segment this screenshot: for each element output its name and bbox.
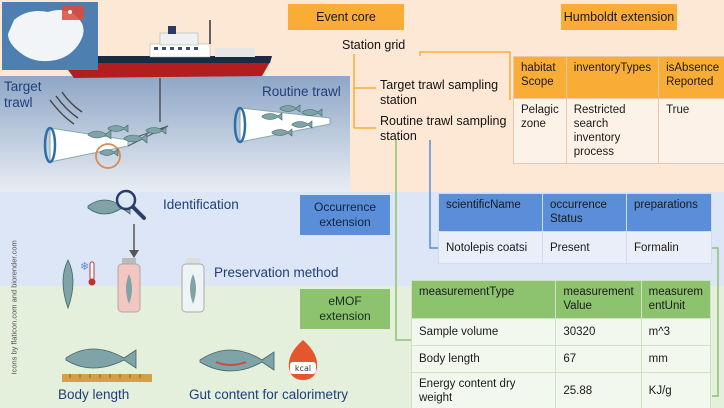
emof-cell: 30320 <box>555 318 642 346</box>
body-length-label: Body length <box>58 387 130 402</box>
gut-content-fish-icon <box>199 349 275 372</box>
routine-station-label: Routine trawl sampling station <box>380 114 507 143</box>
kcal-text: kcal <box>295 364 311 373</box>
occurrence-header-cell: preparations <box>626 193 712 232</box>
target-station-label: Target trawl sampling station <box>380 78 499 107</box>
trawl-scene <box>0 2 350 192</box>
humboldt-header-cell: isAbsence Reported <box>658 56 724 99</box>
fish-school-icon <box>87 104 323 157</box>
arrow-down-icon <box>129 224 139 258</box>
preservation-label: Preservation method <box>214 265 339 280</box>
humboldt-cell: Pelagic zone <box>513 98 567 164</box>
body-length-fish-icon <box>62 348 152 382</box>
humboldt-extension-tag: Humboldt extension <box>561 4 677 30</box>
identification-magnifier-icon <box>87 189 146 220</box>
occurrence-table: scientificName occurrence Status prepara… <box>438 193 712 264</box>
emof-cell: Sample volume <box>410 318 557 346</box>
emof-header-cell: measurementType <box>410 280 557 319</box>
preservation-jars-icon: ❄ <box>62 258 205 313</box>
emof-cell: mm <box>640 345 712 373</box>
gut-content-label: Gut content for calorimetry <box>189 387 349 402</box>
kcal-flame-icon: kcal <box>288 340 318 380</box>
emof-cell: Energy content dry weight <box>410 372 557 408</box>
humboldt-cell: Restricted search inventory process <box>565 98 660 164</box>
emof-header-cell: measurement Value <box>555 280 642 319</box>
emof-extension-tag: eMOF extension <box>300 289 390 329</box>
target-trawl-label: Target trawl <box>4 79 42 110</box>
humboldt-header-cell: habitat Scope <box>513 56 567 99</box>
event-core-tag: Event core <box>288 4 404 30</box>
table-row: Sample volume 30320 m^3 <box>410 318 712 346</box>
occurrence-cell: Present <box>542 231 627 264</box>
emof-cell: 25.88 <box>555 372 642 408</box>
humboldt-header-cell: inventoryTypes <box>565 56 660 99</box>
occurrence-header-cell: occurrence Status <box>542 193 627 232</box>
svg-text:❄: ❄ <box>80 260 89 273</box>
table-row: Body length 67 mm <box>410 345 712 373</box>
antarctica-map-icon <box>2 2 98 70</box>
emof-table: measurementType measurement Value measur… <box>410 280 712 408</box>
emof-cell: m^3 <box>640 318 712 346</box>
station-grid-label: Station grid <box>342 38 406 52</box>
emof-cell: 67 <box>555 345 642 373</box>
emof-cell: Body length <box>410 345 557 373</box>
humboldt-cell: True <box>658 98 724 164</box>
occurrence-header-cell: scientificName <box>438 193 543 232</box>
routine-trawl-label: Routine trawl <box>262 84 341 99</box>
occurrence-cell: Notolepis coatsi <box>438 231 543 264</box>
occurrence-cell: Formalin <box>626 231 712 264</box>
occurrence-extension-tag: Occurrence extension <box>300 195 390 235</box>
emof-cell: KJ/g <box>640 372 712 408</box>
table-row: Energy content dry weight 25.88 KJ/g <box>410 372 712 408</box>
ship-icon <box>60 20 272 78</box>
humboldt-table: habitat Scope inventoryTypes isAbsence R… <box>513 56 724 164</box>
sonar-arcs <box>49 91 83 125</box>
emof-header-cell: measurem entUnit <box>640 280 712 319</box>
identification-label: Identification <box>163 197 239 212</box>
